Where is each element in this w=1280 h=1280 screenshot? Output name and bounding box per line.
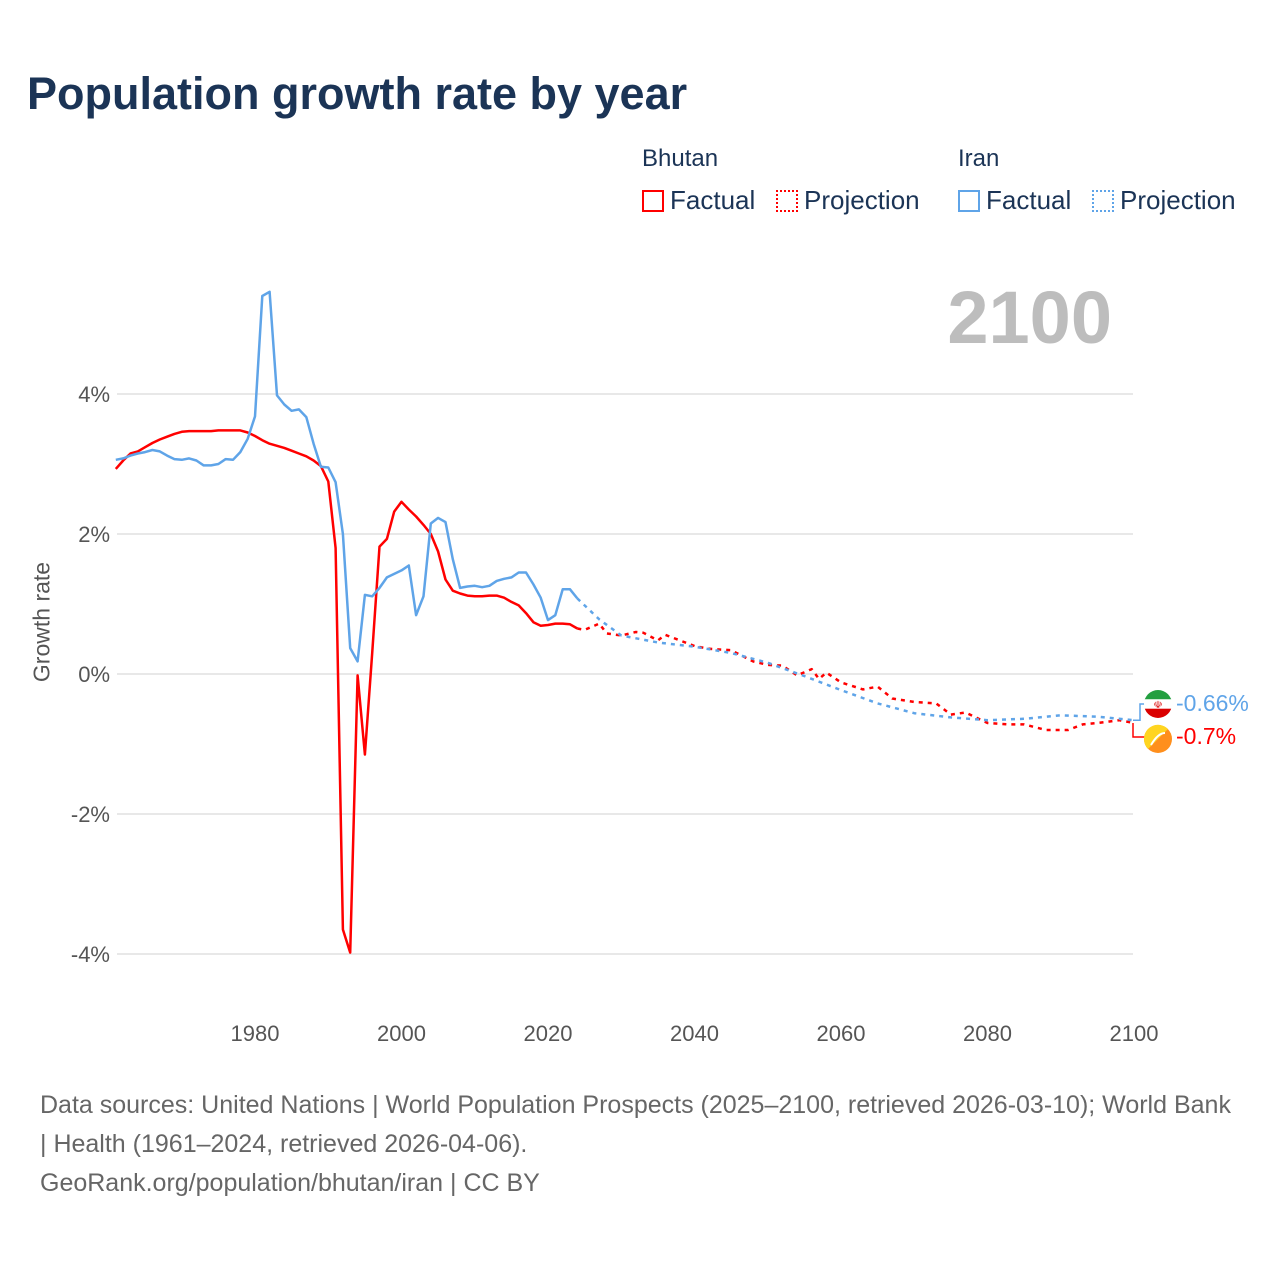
svg-text:☫: ☫ [1154,700,1163,711]
bhutan-projection-line [577,622,1135,732]
x-tick-label: 2100 [1110,1021,1159,1046]
legend-group-iran: Iran [958,145,1000,172]
iran-connector [1133,703,1146,721]
footer: Data sources: United Nations | World Pop… [40,1086,1240,1203]
iran-projection-line [576,597,1135,722]
legend-label: Projection [1120,185,1236,215]
iran-end-label: -0.66% [1176,690,1249,716]
bhutan-end-label: -0.7% [1176,723,1236,749]
iran-flag-icon: ☫ [1144,690,1172,718]
legend-label: Factual [670,185,756,215]
x-tick-label: 1980 [231,1021,280,1046]
legend-bhutan-factual[interactable]: Factual [642,185,755,216]
x-tick-label: 2040 [670,1021,719,1046]
x-tick-label: 2080 [963,1021,1012,1046]
dotted-swatch-icon [1092,189,1114,212]
legend-iran-factual[interactable]: Factual [958,185,1071,216]
y-tick-label: 4% [78,382,110,407]
data-sources: Data sources: United Nations | World Pop… [40,1091,1231,1158]
current-year-display: 2100 [947,276,1112,359]
solid-swatch-icon [642,189,664,212]
x-tick-label: 2020 [524,1021,573,1046]
dotted-swatch-icon [776,189,798,212]
y-tick-label: 2% [78,522,110,547]
bhutan-connector [1132,723,1146,738]
y-axis-label: Growth rate [28,561,55,683]
bhutan-factual-line [114,429,578,954]
solid-swatch-icon [958,189,980,212]
y-tick-label: -2% [71,802,110,827]
y-tick-label: 0% [78,662,110,687]
x-tick-label: 2000 [377,1021,426,1046]
y-tick-label: -4% [71,942,110,967]
chart-title: Population growth rate by year [27,68,688,119]
legend-label: Factual [986,185,1072,215]
bhutan-flag-yellow [1143,724,1168,749]
iran-factual-line [115,290,579,663]
legend-label: Projection [804,185,920,215]
credit-link[interactable]: GeoRank.org/population/bhutan/iran | CC … [40,1169,540,1197]
legend-bhutan-projection[interactable]: Projection [776,185,920,216]
legend-group-bhutan: Bhutan [642,145,719,172]
legend-iran-projection[interactable]: Projection [1092,185,1236,216]
x-tick-label: 2060 [817,1021,866,1046]
bhutan-flag-icon [1144,725,1172,753]
bhutan-dragon [1150,732,1166,746]
